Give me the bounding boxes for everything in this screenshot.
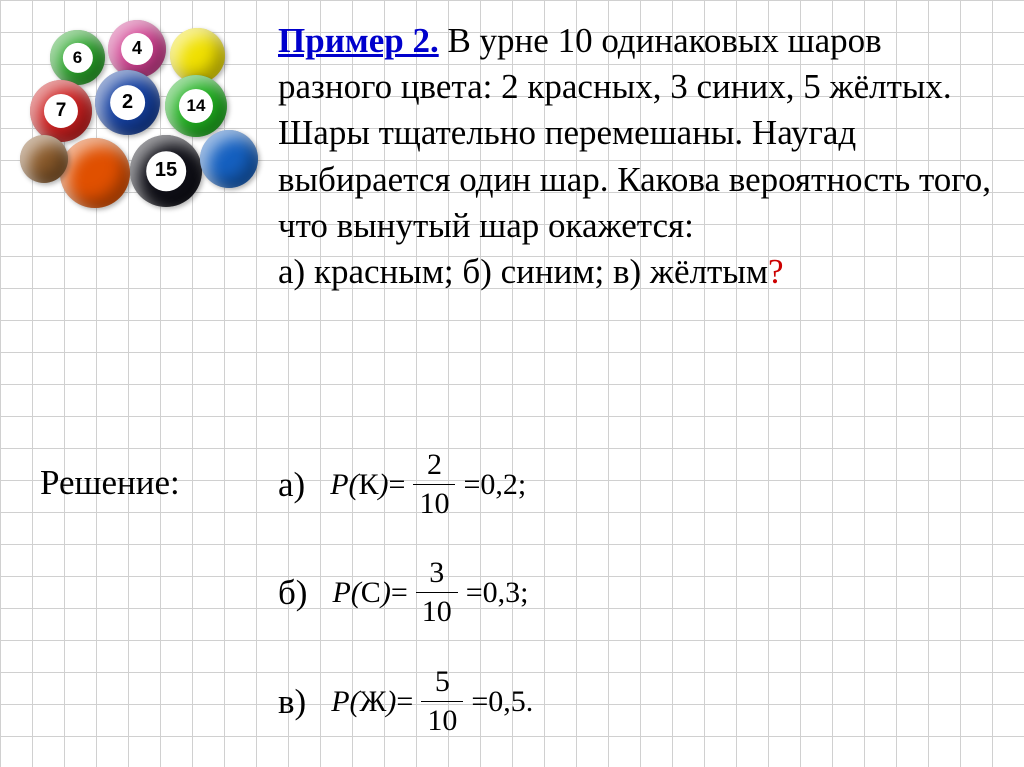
pool-ball: 2 (95, 70, 160, 135)
pool-ball (20, 135, 68, 183)
part-label: в) (278, 682, 306, 722)
pool-ball-number: 4 (121, 33, 153, 65)
part-label: а) (278, 465, 305, 505)
equals-sign: = (391, 576, 408, 610)
decimal-value: 0,2; (480, 468, 526, 502)
balls-illustration: 64 72 14 15 (20, 20, 260, 220)
pool-ball: 4 (108, 20, 166, 78)
equals-sign: = (389, 468, 406, 502)
pool-ball-number: 15 (146, 151, 186, 191)
p-of-event: P(Ж) (331, 685, 396, 719)
pool-ball: 6 (50, 30, 105, 85)
pool-ball-number: 14 (179, 89, 213, 123)
denominator: 10 (421, 701, 463, 738)
decimal-value: 0,5. (488, 685, 533, 719)
question-mark: ? (768, 252, 784, 291)
probability-equation: P(Ж) = 510 = 0,5. (331, 665, 533, 738)
denominator: 10 (416, 592, 458, 629)
probability-equation: P(К) = 210 = 0,2; (330, 448, 526, 521)
pool-ball: 15 (130, 135, 202, 207)
fraction: 310 (416, 556, 458, 629)
probability-equation: P(С) = 310 = 0,3; (332, 556, 528, 629)
pool-ball: 7 (30, 80, 92, 142)
pool-ball: 14 (165, 75, 227, 137)
pool-ball-number: 7 (44, 94, 78, 128)
equals-sign: = (466, 576, 483, 610)
problem-text-block: Пример 2. В урне 10 одинаковых шаров раз… (278, 18, 998, 295)
p-of-event: P(С) (332, 576, 390, 610)
numerator: 3 (423, 556, 450, 592)
solution-row: в) P(Ж) = 510 = 0,5. (278, 665, 533, 738)
solution-row: а) P(К) = 210 = 0,2; (278, 448, 526, 521)
fraction: 510 (421, 665, 463, 738)
pool-ball-number: 6 (62, 42, 92, 72)
pool-ball (60, 138, 130, 208)
numerator: 5 (429, 665, 456, 701)
solution-label: Решение: (40, 463, 180, 503)
numerator: 2 (421, 448, 448, 484)
pool-ball (200, 130, 258, 188)
example-title: Пример 2. (278, 21, 439, 60)
equals-sign: = (463, 468, 480, 502)
decimal-value: 0,3; (483, 576, 529, 610)
part-label: б) (278, 573, 307, 613)
equals-sign: = (396, 685, 413, 719)
solution-row: б) P(С) = 310 = 0,3; (278, 556, 529, 629)
pool-ball-number: 2 (110, 85, 146, 121)
equals-sign: = (471, 685, 488, 719)
p-of-event: P(К) (330, 468, 388, 502)
question-options: а) красным; б) синим; в) жёлтым (278, 252, 768, 291)
fraction: 210 (413, 448, 455, 521)
denominator: 10 (413, 484, 455, 521)
